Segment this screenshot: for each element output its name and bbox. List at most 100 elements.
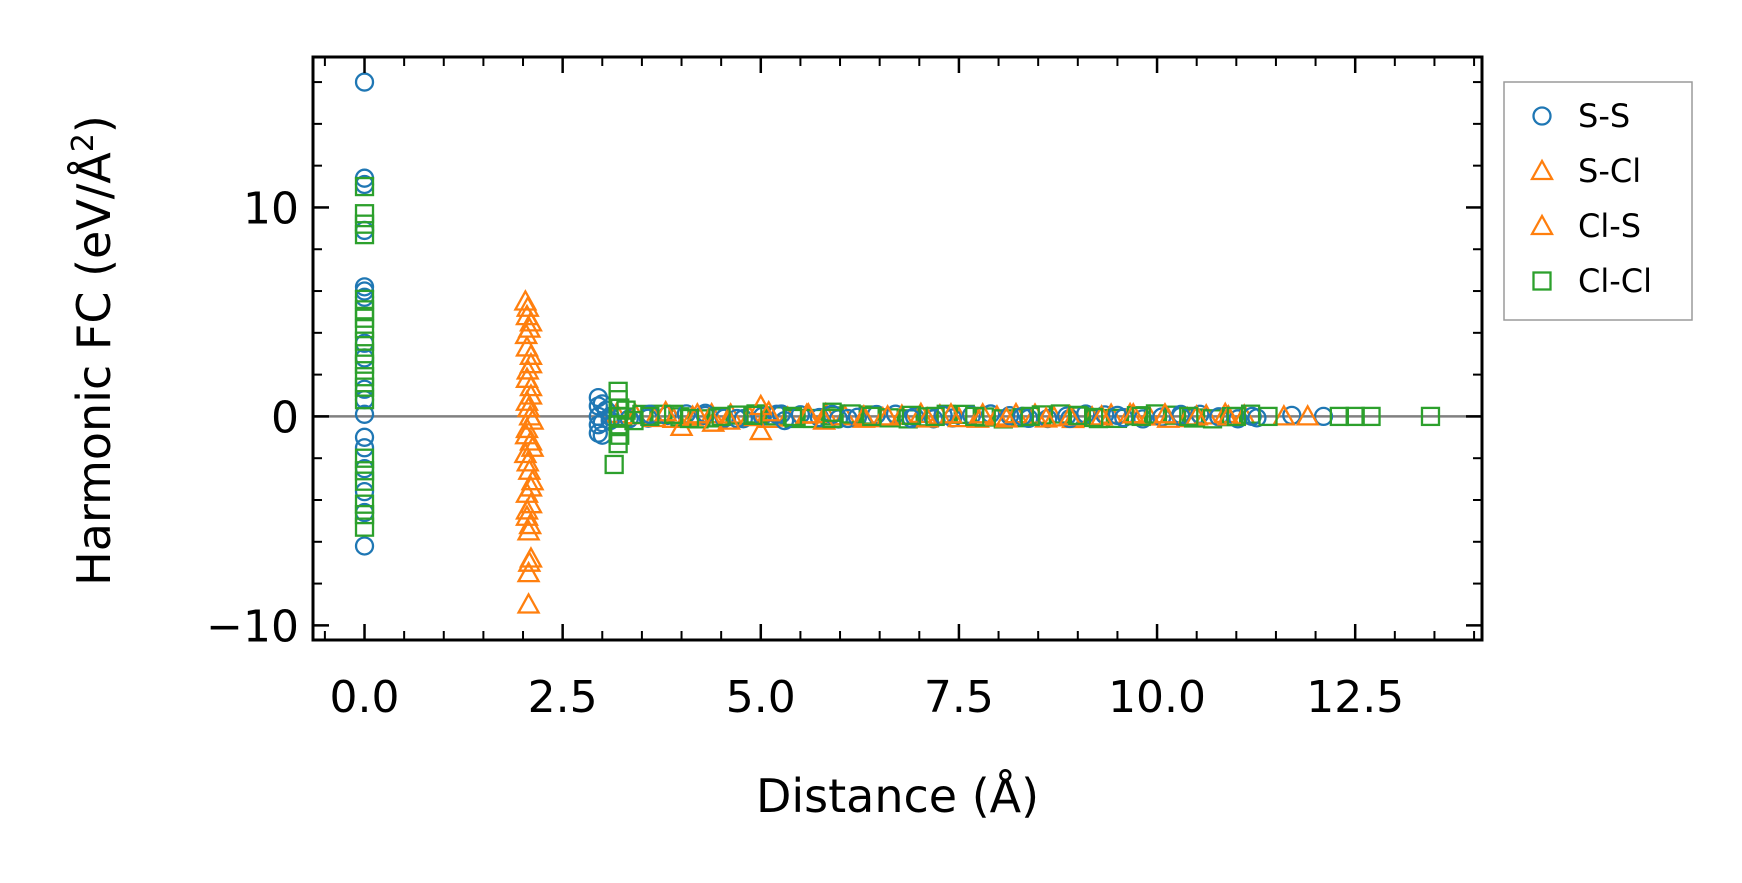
data-point <box>354 204 375 224</box>
data-point <box>1420 406 1441 427</box>
data-point <box>354 354 375 374</box>
legend-label: Cl-Cl <box>1578 262 1652 300</box>
plot-content <box>313 72 1482 614</box>
data-point <box>518 404 543 426</box>
data-point <box>520 468 545 491</box>
legend-marker <box>1532 271 1552 291</box>
x-tick-label: 7.5 <box>924 672 994 723</box>
legend-marker <box>1532 106 1552 126</box>
data-point <box>1084 407 1104 428</box>
data-point <box>354 367 375 387</box>
data-point <box>604 454 624 475</box>
data-point <box>965 406 985 427</box>
data-point <box>354 471 375 491</box>
legend-marker <box>1530 158 1554 181</box>
data-point <box>1295 404 1320 426</box>
x-tick-label: 5.0 <box>726 672 796 723</box>
legend-entry: Cl-Cl <box>1532 262 1652 300</box>
x-tick-label: 2.5 <box>528 672 598 723</box>
data-point <box>1153 401 1177 424</box>
y-tick-label: −10 <box>206 601 299 652</box>
data-point <box>796 401 821 424</box>
data-point <box>711 406 731 427</box>
series-cl-s <box>514 295 1320 572</box>
plot-area <box>313 72 1482 614</box>
data-point <box>1271 404 1296 426</box>
series-s-s <box>354 72 1334 556</box>
data-point <box>354 214 375 234</box>
data-point <box>354 536 375 556</box>
data-point <box>1361 406 1381 427</box>
band-point <box>803 408 823 429</box>
data-point <box>354 220 375 241</box>
legend-marker <box>1530 213 1554 236</box>
data-point <box>901 405 922 426</box>
data-point <box>354 377 375 397</box>
data-point <box>1020 406 1040 427</box>
data-point <box>354 404 375 424</box>
data-point <box>875 404 900 426</box>
y-tick-label: 0 <box>271 392 299 443</box>
data-point <box>354 517 375 537</box>
data-point <box>782 406 803 427</box>
data-point <box>354 481 375 502</box>
data-point <box>1179 406 1199 427</box>
data-point <box>515 358 540 380</box>
data-point <box>862 406 882 427</box>
y-axis-label-main: Harmonic FC (eV/Å <box>67 152 121 586</box>
y-axis-label-end: ) <box>67 115 121 133</box>
data-point <box>596 400 616 420</box>
data-point <box>354 224 375 245</box>
data-point <box>354 504 375 525</box>
band-point <box>999 406 1020 426</box>
legend: S-S S-Cl Cl-S Cl-Cl <box>1503 81 1693 321</box>
band-point <box>1133 409 1153 429</box>
legend-label: Cl-S <box>1578 207 1641 245</box>
data-point <box>518 475 543 497</box>
data-point <box>518 310 543 332</box>
series-s-cl <box>513 289 1296 614</box>
legend-entry: S-Cl <box>1530 152 1641 190</box>
data-point <box>994 406 1019 428</box>
data-point <box>517 550 542 572</box>
data-point <box>939 401 963 424</box>
legend-entry: Cl-S <box>1530 207 1641 245</box>
data-point <box>822 408 842 429</box>
data-point <box>354 344 375 364</box>
data-point <box>514 322 539 345</box>
data-point <box>513 441 538 464</box>
data-point <box>354 494 375 514</box>
data-point <box>354 438 375 458</box>
axes: 0.0 2.5 5.0 7.5 10.0 12.5 −10 0 10 <box>206 55 1484 723</box>
data-point <box>1226 406 1246 427</box>
x-tick-label: 12.5 <box>1306 672 1404 723</box>
y-tick-label: 10 <box>243 183 299 234</box>
data-point <box>516 518 541 541</box>
legend-label: S-S <box>1578 97 1630 135</box>
data-point <box>514 422 539 445</box>
data-point <box>717 408 742 430</box>
data-point <box>1131 406 1151 427</box>
data-point <box>748 418 773 441</box>
data-point <box>354 390 375 410</box>
data-point <box>354 448 375 468</box>
legend-label: S-Cl <box>1578 152 1641 190</box>
data-point <box>354 289 375 310</box>
data-point <box>915 406 940 428</box>
data-point <box>925 406 945 427</box>
legend-entry: S-S <box>1532 97 1630 135</box>
data-point <box>1034 406 1059 428</box>
data-point <box>516 592 541 614</box>
data-point <box>608 433 628 454</box>
data-point <box>520 435 545 457</box>
data-point <box>354 308 375 328</box>
data-point <box>354 331 375 351</box>
y-axis-label: Harmonic FC (eV/Å2) <box>66 115 122 586</box>
band-point <box>961 405 982 425</box>
data-point <box>516 560 541 583</box>
data-point <box>354 318 375 339</box>
data-point <box>515 450 540 472</box>
band-point <box>813 401 838 424</box>
plot-frame <box>311 55 1484 642</box>
series-cl-cl <box>354 176 1441 537</box>
